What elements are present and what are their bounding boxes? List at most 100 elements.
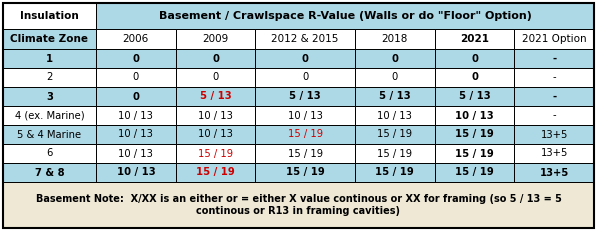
Text: 3: 3 (46, 91, 53, 101)
Bar (256, 163, 355, 182)
Text: 0: 0 (212, 53, 219, 63)
Bar (3, 49, 96, 68)
Text: Basement Note:  X/XX is an either or = either X value continous or XX for framin: Basement Note: X/XX is an either or = ei… (36, 194, 561, 216)
Text: 5 / 13: 5 / 13 (200, 91, 231, 101)
Bar (96, 49, 176, 68)
Text: 0: 0 (471, 53, 478, 63)
Bar (176, 49, 256, 68)
Text: 0: 0 (392, 53, 398, 63)
Text: 2012 & 2015: 2012 & 2015 (272, 34, 339, 44)
Text: 2021: 2021 (460, 34, 489, 44)
Bar (3, 106, 96, 125)
Bar (515, 29, 594, 49)
Bar (515, 125, 594, 144)
Text: 15 / 19: 15 / 19 (455, 168, 494, 177)
Text: 0: 0 (302, 73, 308, 83)
Text: 15 / 19: 15 / 19 (286, 168, 325, 177)
Bar (435, 68, 515, 87)
Text: 10 / 13: 10 / 13 (118, 130, 153, 139)
Bar (3, 3, 96, 29)
Bar (176, 144, 256, 163)
Bar (256, 106, 355, 125)
Bar (515, 68, 594, 87)
Text: 15 / 19: 15 / 19 (377, 130, 413, 139)
Bar (3, 29, 96, 49)
Bar (96, 125, 176, 144)
Bar (3, 182, 594, 228)
Bar (176, 87, 256, 106)
Bar (176, 29, 256, 49)
Text: -: - (552, 53, 556, 63)
Text: 10 / 13: 10 / 13 (198, 130, 233, 139)
Bar (435, 49, 515, 68)
Text: -: - (552, 91, 556, 101)
Text: 7 & 8: 7 & 8 (35, 168, 64, 177)
Bar (355, 68, 435, 87)
Text: 13+5: 13+5 (540, 168, 569, 177)
Bar (355, 163, 435, 182)
Bar (256, 49, 355, 68)
Bar (355, 87, 435, 106)
Text: 15 / 19: 15 / 19 (288, 130, 323, 139)
Text: 5 / 13: 5 / 13 (290, 91, 321, 101)
Bar (256, 29, 355, 49)
Bar (96, 3, 594, 29)
Text: 0: 0 (213, 73, 219, 83)
Text: Basement / Crawlspace R-Value (Walls or do "Floor" Option): Basement / Crawlspace R-Value (Walls or … (159, 11, 531, 21)
Text: 0: 0 (133, 53, 139, 63)
Text: 0: 0 (301, 53, 309, 63)
Bar (3, 87, 96, 106)
Bar (96, 163, 176, 182)
Text: 2006: 2006 (123, 34, 149, 44)
Text: 10 / 13: 10 / 13 (377, 110, 413, 121)
Text: 0: 0 (133, 73, 139, 83)
Text: 10 / 13: 10 / 13 (288, 110, 322, 121)
Bar (96, 87, 176, 106)
Text: 15 / 19: 15 / 19 (455, 148, 494, 159)
Bar (355, 125, 435, 144)
Text: 2009: 2009 (202, 34, 229, 44)
Bar (176, 125, 256, 144)
Bar (176, 163, 256, 182)
Bar (256, 68, 355, 87)
Bar (176, 106, 256, 125)
Bar (435, 144, 515, 163)
Text: 2018: 2018 (381, 34, 408, 44)
Text: 1: 1 (46, 53, 53, 63)
Text: 5 & 4 Marine: 5 & 4 Marine (17, 130, 82, 139)
Bar (3, 163, 96, 182)
Bar (515, 144, 594, 163)
Bar (3, 144, 96, 163)
Text: 15 / 19: 15 / 19 (196, 168, 235, 177)
Bar (96, 68, 176, 87)
Bar (435, 29, 515, 49)
Text: Climate Zone: Climate Zone (11, 34, 88, 44)
Text: 0: 0 (392, 73, 398, 83)
Bar (435, 87, 515, 106)
Bar (256, 125, 355, 144)
Bar (435, 125, 515, 144)
Text: 5 / 13: 5 / 13 (458, 91, 490, 101)
Text: 15 / 19: 15 / 19 (288, 148, 323, 159)
Text: 6: 6 (47, 148, 53, 159)
Bar (435, 106, 515, 125)
Text: 2021 Option: 2021 Option (522, 34, 586, 44)
Bar (3, 125, 96, 144)
Bar (176, 68, 256, 87)
Bar (355, 106, 435, 125)
Text: 10 / 13: 10 / 13 (116, 168, 155, 177)
Text: 15 / 19: 15 / 19 (377, 148, 413, 159)
Text: Insulation: Insulation (20, 11, 79, 21)
Bar (515, 49, 594, 68)
Text: 13+5: 13+5 (540, 130, 568, 139)
Bar (3, 68, 96, 87)
Bar (355, 144, 435, 163)
Text: 10 / 13: 10 / 13 (455, 110, 494, 121)
Text: 10 / 13: 10 / 13 (198, 110, 233, 121)
Text: 15 / 19: 15 / 19 (455, 130, 494, 139)
Bar (96, 106, 176, 125)
Bar (355, 49, 435, 68)
Text: 10 / 13: 10 / 13 (118, 148, 153, 159)
Text: -: - (552, 110, 556, 121)
Bar (256, 144, 355, 163)
